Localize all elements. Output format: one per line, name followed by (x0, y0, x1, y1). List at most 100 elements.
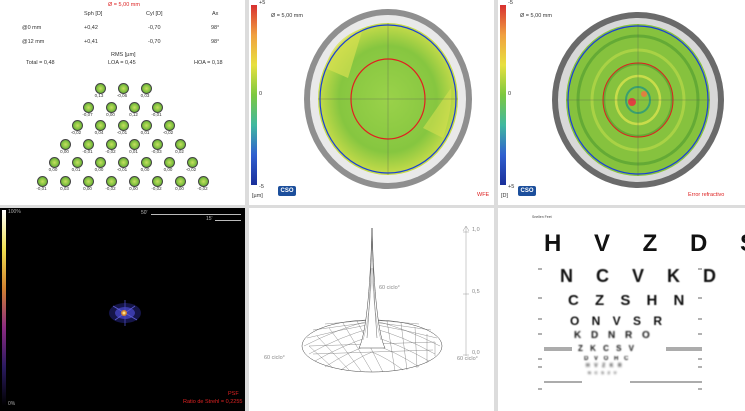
acuity-chart-panel[interactable]: Snellen Feet H V Z D S N C V K D C Z S H… (498, 208, 745, 411)
scale-mid: 0 (259, 91, 263, 97)
chart-row-7: D V O H C (584, 356, 631, 362)
unit-label: [D] (501, 193, 509, 199)
chart-row-9: N C S Z V (588, 370, 618, 375)
zernike-term-map (83, 175, 94, 187)
zernike-coefficient: -0,06 (116, 93, 128, 98)
zernike-term-map (163, 157, 175, 168)
scale-50-label: 50' (141, 210, 148, 216)
zernike-coefficient: 0,00 (94, 167, 104, 172)
zernike-term-map (163, 120, 175, 131)
zernike-term-map (94, 83, 106, 94)
zernike-coefficient: 0,00 (83, 185, 92, 191)
zernike-term-map (186, 157, 198, 168)
refraction-map (552, 12, 724, 188)
scale-50-line (151, 214, 241, 215)
sph-header: Sph [D] (84, 11, 103, 17)
zernike-coefficient: 0,01 (129, 148, 138, 154)
cso-logo: CSO (278, 186, 296, 196)
rms-label: RMS [µm] (111, 52, 136, 58)
zernike-term-map (71, 157, 83, 168)
map-title: WFE (477, 192, 490, 198)
zernike-term-map (83, 101, 94, 113)
refraction-panel[interactable]: -5 0 +5 [D] Ø = 5,00 mm CSO Error refrac… (498, 0, 745, 205)
z-axis-mid: 0,5 (472, 289, 480, 295)
zernike-coefficient: -0,01 (116, 130, 128, 135)
cyl-value: -0,70 (148, 25, 161, 31)
z-axis-top: 1,0 (472, 227, 480, 233)
diameter-label: Ø = 5,00 mm (520, 13, 552, 19)
psf-panel[interactable]: 100% 0% 50' 15' PSF Ratio de Strehl = 0,… (0, 208, 245, 411)
zernike-coefficient: 0,00 (129, 185, 138, 191)
cyl-header: Cyl [D] (146, 11, 163, 17)
wfe-panel[interactable]: +5 0 -5 [µm] Ø = 5,00 mm CSO WFE (249, 0, 494, 205)
chart-row-6: Z K C S V (578, 344, 637, 353)
chart-row-2: N C V K D (560, 266, 726, 286)
zernike-term-map (175, 175, 186, 187)
zernike-coefficient: -0,02 (105, 185, 116, 191)
chart-header: Snellen Feet (532, 215, 552, 219)
zernike-coefficient: 0,13 (94, 93, 104, 98)
ax-value: 98° (211, 39, 220, 45)
scale-top: -5 (508, 0, 513, 6)
zernike-term-map (48, 157, 60, 168)
hoa-rms: HOA = 0,18 (194, 60, 223, 66)
zernike-coefficient: 0,01 (140, 130, 150, 135)
zernike-term-map (129, 101, 140, 113)
ax-header: Ax (212, 11, 219, 17)
cso-logo: CSO (518, 186, 536, 196)
zernike-coefficient: -0,02 (105, 148, 116, 154)
zernike-coefficient: -0,07 (82, 111, 93, 117)
zernike-term-map (94, 120, 106, 131)
strehl-ratio: Ratio de Strehl = 0,2255 (183, 399, 243, 405)
diameter-label: Ø = 5,00 mm (271, 13, 303, 19)
chart-row-5: K D N R O (574, 330, 654, 341)
chart-row-8: H V Z K R (586, 363, 624, 369)
zernike-term-map (152, 101, 163, 113)
zernike-term-map (60, 138, 71, 150)
zernike-panel[interactable]: Ø = 5,00 mm Sph [D] Cyl [D] Ax @0 mm +0,… (0, 0, 245, 205)
scale-bottom: 0% (8, 401, 16, 407)
scale-top: +5 (259, 0, 266, 6)
zernike-term-map (129, 138, 140, 150)
zernike-term-map (175, 138, 186, 150)
psf-title: PSF (228, 391, 239, 397)
zernike-coefficient: -0,01 (36, 185, 47, 191)
scale-top: 100% (8, 209, 21, 215)
sph-value: +0,42 (84, 25, 98, 31)
zernike-coefficient: -0,01 (151, 111, 162, 117)
z-axis-bottom: 0,0 (472, 350, 480, 356)
zernike-term-map (117, 83, 129, 94)
zernike-coefficient: -0,01 (82, 148, 93, 154)
zernike-coefficient: -0,02 (151, 185, 162, 191)
zernike-term-map (94, 157, 106, 168)
chart-row-3: C Z S H N (568, 292, 691, 309)
zernike-coefficient: 0,12 (129, 111, 138, 117)
zernike-term-map (37, 175, 48, 187)
row-label: @0 mm (22, 25, 42, 31)
left-axis-label: 60 ciclo° (264, 355, 285, 361)
zernike-coefficient: -0,02 (162, 130, 174, 135)
mtf-surface (301, 225, 470, 373)
zernike-coefficient: -0,03 (151, 148, 162, 154)
chart-marks (538, 268, 702, 390)
zernike-coefficient: 0,00 (163, 167, 173, 172)
sph-value: +0,41 (84, 39, 98, 45)
zernike-coefficient: -0,01 (116, 167, 128, 172)
zernike-term-map (106, 138, 117, 150)
zernike-term-map (83, 138, 94, 150)
zernike-coefficient: 0,03 (60, 185, 69, 191)
zernike-coefficient: 0,01 (71, 167, 81, 172)
zernike-coefficient: 0,00 (175, 185, 184, 191)
zernike-coefficient: 0,02 (175, 148, 184, 154)
zernike-term-map (106, 175, 117, 187)
chart-row-4: O N V S R (570, 314, 667, 328)
diameter-label: Ø = 5,00 mm (108, 2, 140, 8)
zernike-term-map (71, 120, 83, 131)
refraction-color-scale (500, 5, 506, 185)
mtf-panel[interactable]: 1,0 0,5 0,0 60 ciclo° 60 ciclo° 60 ciclo… (249, 208, 494, 411)
back-axis-label: 60 ciclo° (379, 285, 400, 291)
chart-row-1: H V Z D S (544, 230, 745, 257)
ax-value: 98° (211, 25, 220, 31)
zernike-coefficient: 0,00 (60, 148, 69, 154)
